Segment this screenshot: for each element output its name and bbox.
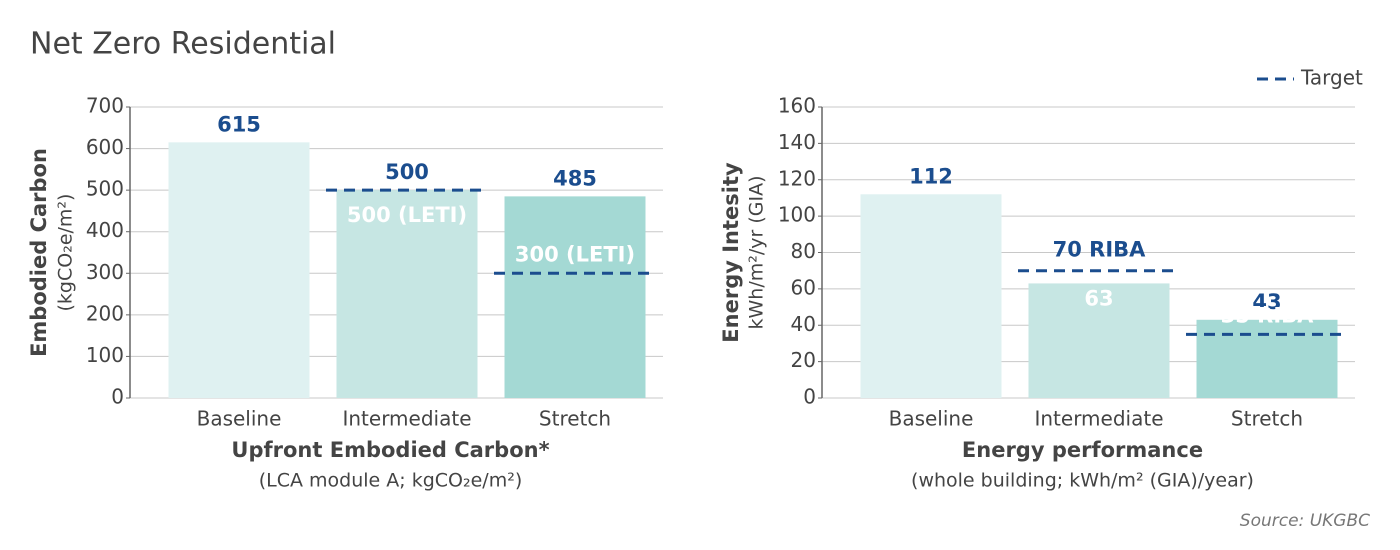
bar (504, 196, 646, 398)
legend: Target (1257, 66, 1363, 90)
y-tick-label: 60 (791, 275, 816, 299)
y-tick-label: 200 (86, 301, 124, 325)
y-axis-title: Embodied Carbon (27, 148, 51, 357)
y-tick-label: 100 (778, 203, 816, 227)
y-axis-title: Energy Intesity (719, 162, 743, 343)
x-axis-subtitle: (LCA module A; kgCO₂e/m²) (259, 470, 523, 492)
y-tick-label: 400 (86, 218, 124, 242)
value-label: 500 (385, 160, 429, 184)
target-label: 35 RIBA (1221, 303, 1315, 327)
y-tick-label: 160 (778, 94, 816, 118)
y-tick-label: 700 (86, 94, 124, 118)
x-tick-label: Stretch (539, 407, 611, 431)
x-tick-label: Intermediate (342, 407, 471, 431)
value-label: 112 (909, 164, 953, 188)
y-tick-label: 100 (86, 343, 124, 367)
x-axis-subtitle: (whole building; kWh/m² (GIA)/year) (911, 470, 1254, 492)
y-axis-subtitle: (kgCO₂e/m²) (55, 194, 77, 312)
target-label: 70 RIBA (1053, 238, 1147, 262)
x-tick-label: Baseline (197, 407, 282, 431)
y-tick-label: 40 (791, 312, 816, 336)
value-label: 485 (553, 166, 597, 190)
y-tick-label: 140 (778, 130, 816, 154)
x-tick-label: Intermediate (1034, 407, 1163, 431)
y-axis-subtitle: kWh/m²/yr (GIA) (746, 175, 768, 329)
x-axis-title: Energy performance (962, 438, 1203, 462)
x-axis-title: Upfront Embodied Carbon* (231, 438, 549, 462)
bar (860, 194, 1002, 398)
value-label: 63 (1084, 286, 1113, 310)
target-label: 500 (LETI) (347, 203, 467, 227)
x-tick-label: Stretch (1231, 407, 1303, 431)
x-tick-label: Baseline (889, 407, 974, 431)
y-tick-label: 0 (111, 385, 124, 409)
y-tick-label: 600 (86, 135, 124, 159)
bar (336, 190, 478, 398)
y-tick-label: 0 (803, 385, 816, 409)
bar (1028, 283, 1170, 398)
value-label: 43 (1252, 290, 1281, 314)
page-title: Net Zero Residential (30, 27, 336, 62)
source: Source: UKGBC (1240, 511, 1370, 531)
y-tick-label: 500 (86, 177, 124, 201)
y-tick-label: 20 (791, 348, 816, 372)
y-tick-label: 80 (791, 239, 816, 263)
y-tick-label: 120 (778, 166, 816, 190)
target-label: 300 (LETI) (515, 242, 635, 266)
y-tick-label: 300 (86, 260, 124, 284)
value-label: 615 (217, 112, 261, 136)
legend-label: Target (1300, 66, 1363, 90)
bar (1196, 319, 1338, 398)
bar (168, 142, 310, 398)
